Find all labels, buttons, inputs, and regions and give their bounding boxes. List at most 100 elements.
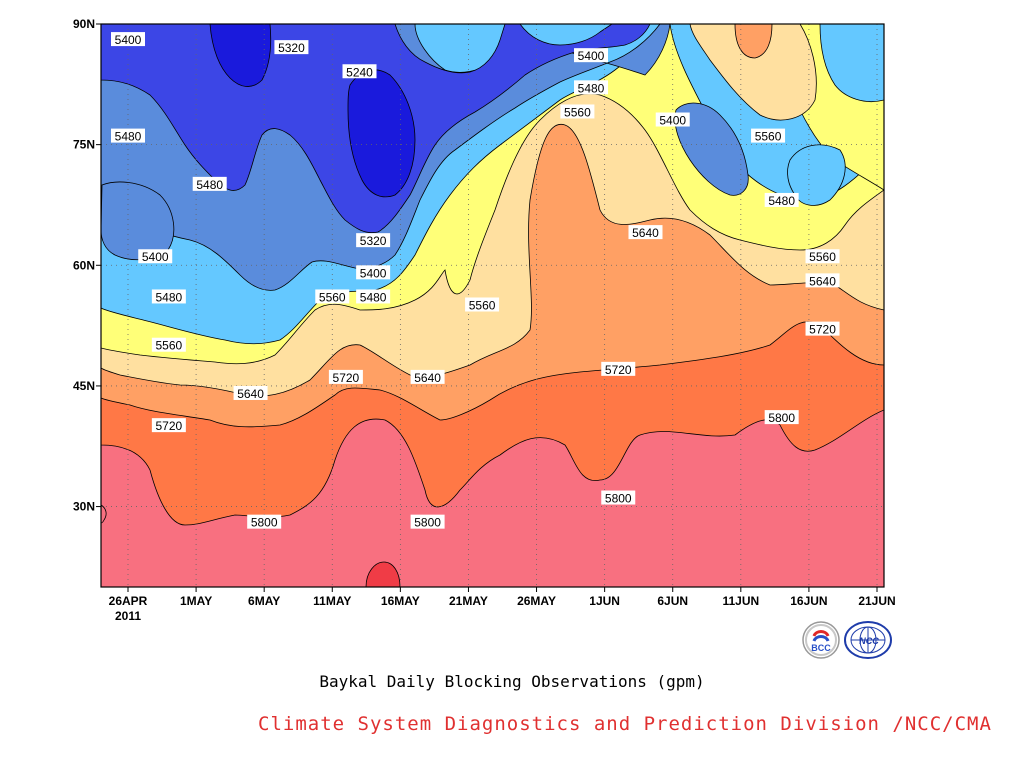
contour-label-bg	[560, 104, 595, 119]
contour-label: 5480	[151, 289, 186, 304]
y-tick-label: 60N	[73, 258, 95, 272]
x-tick-label: 16MAY	[381, 594, 420, 608]
contour-label: 5560	[315, 289, 350, 304]
y-tick-label: 75N	[73, 138, 95, 152]
contour-label-bg	[274, 40, 309, 55]
credit-line: Climate System Diagnostics and Predictio…	[258, 713, 992, 735]
contour-label: 5560	[151, 337, 186, 353]
contour-label-text: 5720	[333, 371, 360, 385]
contour-label: 5480	[111, 128, 145, 144]
contour-label-bg	[356, 233, 391, 248]
contour-label-bg	[151, 289, 186, 304]
contour-labels: 5400 5320 5240 5400 5480 5560 5400 5560 5480 5480…	[111, 32, 840, 530]
band-5320-pocket-right	[674, 102, 749, 196]
contour-label-bg	[465, 297, 500, 312]
contour-label-text: 5800	[605, 492, 632, 506]
contour-label-text: 5720	[809, 323, 836, 337]
contour-label-text: 5800	[414, 516, 441, 530]
x-tick-label: 21JUN	[858, 594, 895, 608]
contour-label-text: 5480	[360, 290, 387, 304]
contour-label: 5560	[751, 128, 786, 144]
contour-label-text: 5400	[578, 49, 605, 63]
contour-label: 5560	[560, 104, 595, 119]
x-tick-label: 16JUN	[790, 594, 827, 608]
x-axis-year: 2011	[115, 609, 141, 623]
contour-label-bg	[342, 64, 377, 79]
contour-label: 5480	[192, 176, 227, 192]
contour-label: 5720	[805, 321, 840, 337]
contour-label-text: 5640	[237, 387, 264, 401]
contour-label-text: 5400	[360, 266, 387, 280]
contour-label: 5800	[247, 514, 282, 530]
x-tick-label: 6JUN	[657, 594, 688, 608]
y-axis: 90N 75N 60N 45N 30N	[73, 17, 101, 514]
contour-label-bg	[628, 225, 663, 240]
contour-label-text: 5640	[632, 226, 659, 240]
x-tick-label: 11MAY	[313, 594, 351, 608]
x-tick-label: 6MAY	[248, 594, 280, 608]
contour-label: 5480	[356, 289, 391, 304]
contour-label-bg	[151, 418, 186, 433]
contour-label-text: 5480	[578, 81, 605, 95]
contour-label-bg	[574, 80, 609, 95]
contour-label: 5320	[356, 233, 391, 248]
contour-label: 5480	[764, 192, 799, 208]
contour-label-text: 5480	[156, 290, 183, 304]
contour-label-text: 5560	[319, 290, 346, 304]
contour-label-text: 5800	[768, 411, 795, 425]
contour-label: 5320	[274, 40, 309, 55]
contour-label-text: 5560	[156, 339, 183, 353]
y-tick-label: 45N	[73, 379, 95, 393]
band-gt5880	[365, 561, 401, 587]
contour-label: 5720	[151, 418, 186, 433]
contour-label-bg	[574, 48, 609, 63]
x-axis: 26APR 1MAY 6MAY 11MAY 16MAY 21MAY 26MAY 1JUN 6JU…	[109, 587, 896, 608]
contour-label: 5400	[356, 265, 391, 280]
contour-label-text: 5480	[115, 130, 142, 144]
contour-label-bg	[315, 289, 350, 304]
contour-label: 5640	[628, 225, 663, 240]
band-5560-pocket	[689, 24, 817, 121]
contour-label-bg	[410, 369, 445, 384]
contour-label-text: 5480	[768, 194, 795, 208]
contour-label-text: 5480	[196, 178, 223, 192]
contour-label-bg	[601, 490, 636, 505]
x-tick-label: 26MAY	[517, 594, 556, 608]
contour-label: 5400	[111, 32, 145, 47]
bcc-logo-icon: BCC	[802, 621, 840, 659]
x-tick-label: 11JUN	[722, 594, 759, 608]
contour-label-text: 5400	[142, 250, 169, 264]
y-tick-label: 90N	[73, 17, 95, 31]
contour-label-text: 5640	[809, 274, 836, 288]
contour-label: 5640	[233, 385, 268, 401]
contour-label: 5640	[805, 273, 840, 288]
contour-label: 5800	[601, 490, 636, 506]
contour-label-text: 5320	[360, 234, 387, 248]
contour-label-bg	[805, 273, 840, 288]
contour-label-text: 5400	[115, 33, 142, 47]
band-lt5240	[209, 24, 416, 198]
contour-label-bg	[233, 385, 268, 400]
contour-label-text: 5560	[755, 130, 782, 144]
contour-label-bg	[138, 249, 173, 264]
x-tick-label: 21MAY	[449, 594, 488, 608]
contour-label-bg	[111, 128, 145, 143]
contour-fill-layer	[101, 24, 884, 587]
contour-label-bg	[247, 514, 282, 529]
contour-label: 5720	[601, 361, 636, 377]
x-tick-label: 26APR	[109, 594, 148, 608]
contour-label-text: 5560	[564, 105, 591, 119]
contour-label-bg	[151, 337, 186, 352]
x-tick-label: 1MAY	[180, 594, 212, 608]
contour-label-bg	[410, 514, 445, 529]
contour-label: 5800	[410, 514, 445, 530]
contour-label-bg	[356, 289, 391, 304]
bcc-logo: BCC	[801, 620, 841, 660]
contour-label: 5640	[410, 369, 445, 385]
contour-label: 5560	[465, 297, 500, 313]
contour-label-bg	[805, 321, 840, 336]
contour-label: 5800	[764, 410, 799, 425]
x-tick-label: 1JUN	[589, 594, 620, 608]
contour-label-text: 5800	[251, 516, 278, 530]
contour-label-text: 5240	[346, 65, 373, 79]
